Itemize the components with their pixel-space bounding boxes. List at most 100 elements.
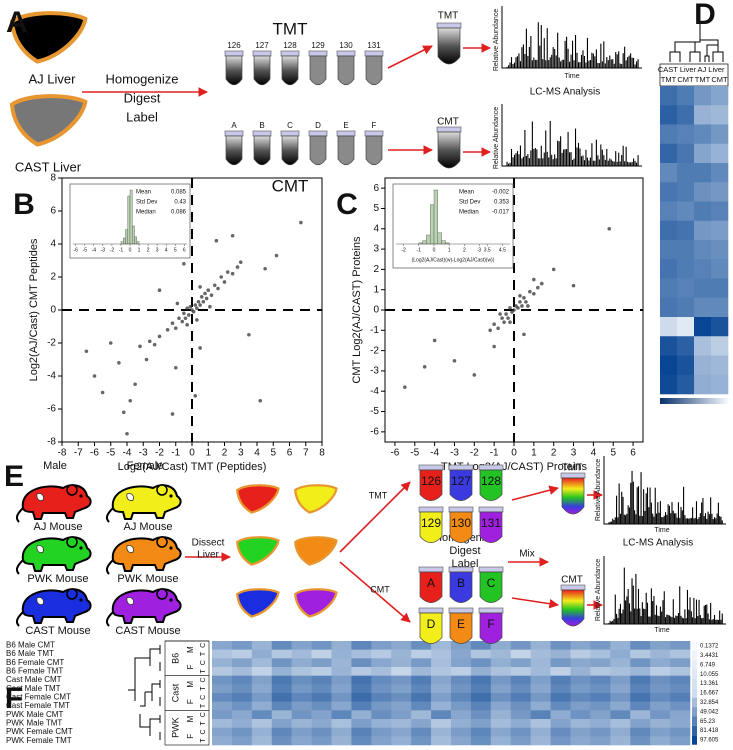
heatmap-cell — [660, 355, 678, 376]
spectrum-peak — [683, 486, 685, 524]
inset-axis-label: (Log2(AJ/Cast)(w)-Log2(AJ/Cast)(w)) — [412, 257, 495, 263]
heatmap-cell — [470, 658, 492, 668]
heatmap-cell — [470, 675, 492, 685]
point — [225, 270, 230, 274]
point — [209, 293, 214, 297]
heatmap-cell — [291, 667, 312, 676]
x-tick-label: -2 — [155, 448, 164, 459]
heatmap-cell — [231, 675, 253, 685]
heatmap-cell — [711, 163, 729, 183]
label: AJ Liver — [697, 65, 725, 74]
spectrum-peak — [721, 520, 723, 524]
heatmap-cell — [490, 684, 512, 694]
point — [100, 390, 105, 395]
heatmap-cell — [490, 719, 512, 728]
spectrum-peak — [557, 140, 559, 166]
heatmap-cell — [530, 675, 551, 685]
label: LC-MS Analysis — [623, 538, 694, 549]
spectrum-peak — [717, 502, 719, 524]
spectrum-peak — [512, 64, 514, 68]
spectrum-peak — [528, 46, 530, 68]
heatmap-cell — [331, 710, 352, 720]
heatmap-cell — [411, 667, 432, 676]
spectrum-peak — [677, 612, 679, 624]
histogram-bar — [433, 189, 438, 245]
spectrum-peak — [636, 608, 638, 624]
label: Digest — [449, 545, 480, 557]
heatmap-cell — [291, 649, 312, 659]
spectrum-peak — [690, 611, 692, 624]
spectrum-peak — [707, 511, 709, 524]
heatmap-cell — [311, 649, 332, 659]
spectrum-peak — [712, 619, 714, 624]
heatmap-cell — [212, 710, 233, 720]
spectrum-peak — [666, 614, 668, 624]
channel-label: C — [200, 712, 207, 717]
tube — [449, 571, 473, 603]
point — [247, 332, 251, 337]
label: Time — [654, 627, 669, 634]
heatmap-cell — [630, 701, 651, 711]
point — [173, 365, 178, 370]
heatmap-cell — [251, 641, 273, 650]
spectrum-peak — [646, 487, 649, 524]
spectrum-peak — [716, 619, 718, 624]
tube-cap — [364, 130, 384, 137]
inset-tick-label: -2 — [401, 247, 406, 253]
point — [571, 283, 576, 288]
row-label: B6 Female TMT — [6, 666, 63, 675]
spectrum-peak — [662, 517, 664, 524]
y-tick-label: -5 — [370, 406, 379, 417]
heatmap-cell — [411, 658, 432, 668]
heatmap-cell — [530, 684, 551, 694]
spectrum-peak — [663, 515, 665, 524]
heatmap-cell — [694, 143, 712, 164]
heatmap-cell — [711, 278, 729, 299]
spectrum-peak — [613, 63, 615, 68]
spectrum-peak — [609, 158, 611, 166]
scale-swatch — [692, 697, 697, 708]
heatmap-cell — [212, 727, 233, 737]
point — [235, 265, 240, 269]
arrow — [339, 481, 411, 553]
tube — [449, 511, 473, 543]
heatmap-cell — [251, 710, 273, 720]
heatmap-cell — [650, 667, 671, 676]
spectrum-peak — [531, 60, 533, 68]
heatmap-cell — [510, 727, 531, 737]
spectrum-peak — [513, 154, 516, 166]
tube — [365, 55, 383, 86]
heatmap-cell — [490, 693, 512, 702]
heatmap-cell — [431, 736, 452, 746]
heatmap-cell — [231, 641, 253, 650]
heatmap-cell — [351, 701, 372, 711]
tube-label: B — [457, 576, 465, 590]
tube-cap — [252, 50, 272, 57]
spectrum-peak — [719, 610, 721, 624]
heatmap-cell — [670, 727, 691, 737]
spectrum-peak — [536, 149, 538, 166]
spectrum-peak — [711, 513, 713, 524]
spectrum-peak — [666, 514, 668, 524]
heatmap-cell — [590, 701, 611, 711]
spectrum-peak — [640, 616, 642, 624]
spectrum-peak — [720, 516, 722, 524]
spectrum-peak — [711, 619, 713, 624]
spectrum-peak — [564, 149, 566, 166]
spectrum-peak — [624, 46, 626, 68]
spectrum-peak — [552, 47, 554, 68]
x-tick-label: -4 — [430, 448, 439, 459]
spectrum-peak — [516, 151, 519, 166]
spectrum-peak — [650, 502, 652, 524]
heatmap-cell — [677, 220, 695, 241]
spectrum-peak — [577, 142, 580, 166]
heatmap-cell — [451, 649, 472, 659]
heatmap-cell — [251, 658, 273, 668]
spectrum-peak — [619, 603, 621, 624]
row-label: B6 Male TMT — [6, 649, 54, 658]
point — [219, 275, 224, 279]
heatmap-cell — [711, 201, 729, 222]
heatmap-cell — [660, 105, 678, 125]
heatmap-cell — [590, 710, 611, 720]
spectrum-peak — [567, 131, 569, 166]
